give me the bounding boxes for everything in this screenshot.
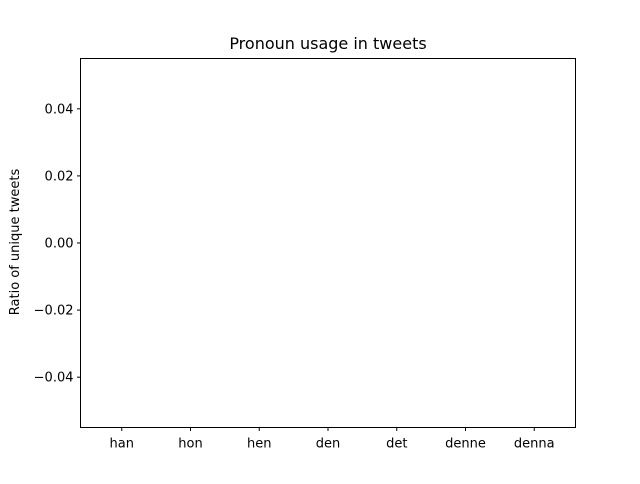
plot-area-frame	[80, 58, 576, 428]
x-tick-label-hen: hen	[247, 437, 271, 452]
y-tick-label: −0.04	[34, 371, 74, 386]
y-tick-label: 0.04	[45, 102, 74, 117]
x-tick-label-det: det	[386, 437, 407, 452]
y-axis-label: Ratio of unique tweets	[8, 169, 23, 316]
y-tick-label: 0.00	[45, 237, 74, 252]
x-tick-label-denna: denna	[514, 437, 555, 452]
x-tick-label-denne: denne	[445, 437, 486, 452]
x-ticks-layer: han hon hen den det denne denna	[110, 427, 555, 452]
chart-title: Pronoun usage in tweets	[229, 34, 426, 53]
x-tick-label-den: den	[316, 437, 341, 452]
y-ticks-layer: −0.04 −0.02 0.00 0.02 0.04	[34, 102, 81, 386]
x-tick-label-hon: hon	[178, 437, 202, 452]
x-tick-label-han: han	[110, 437, 134, 452]
y-tick-label: −0.02	[34, 304, 74, 319]
y-tick-label: 0.02	[45, 169, 74, 184]
